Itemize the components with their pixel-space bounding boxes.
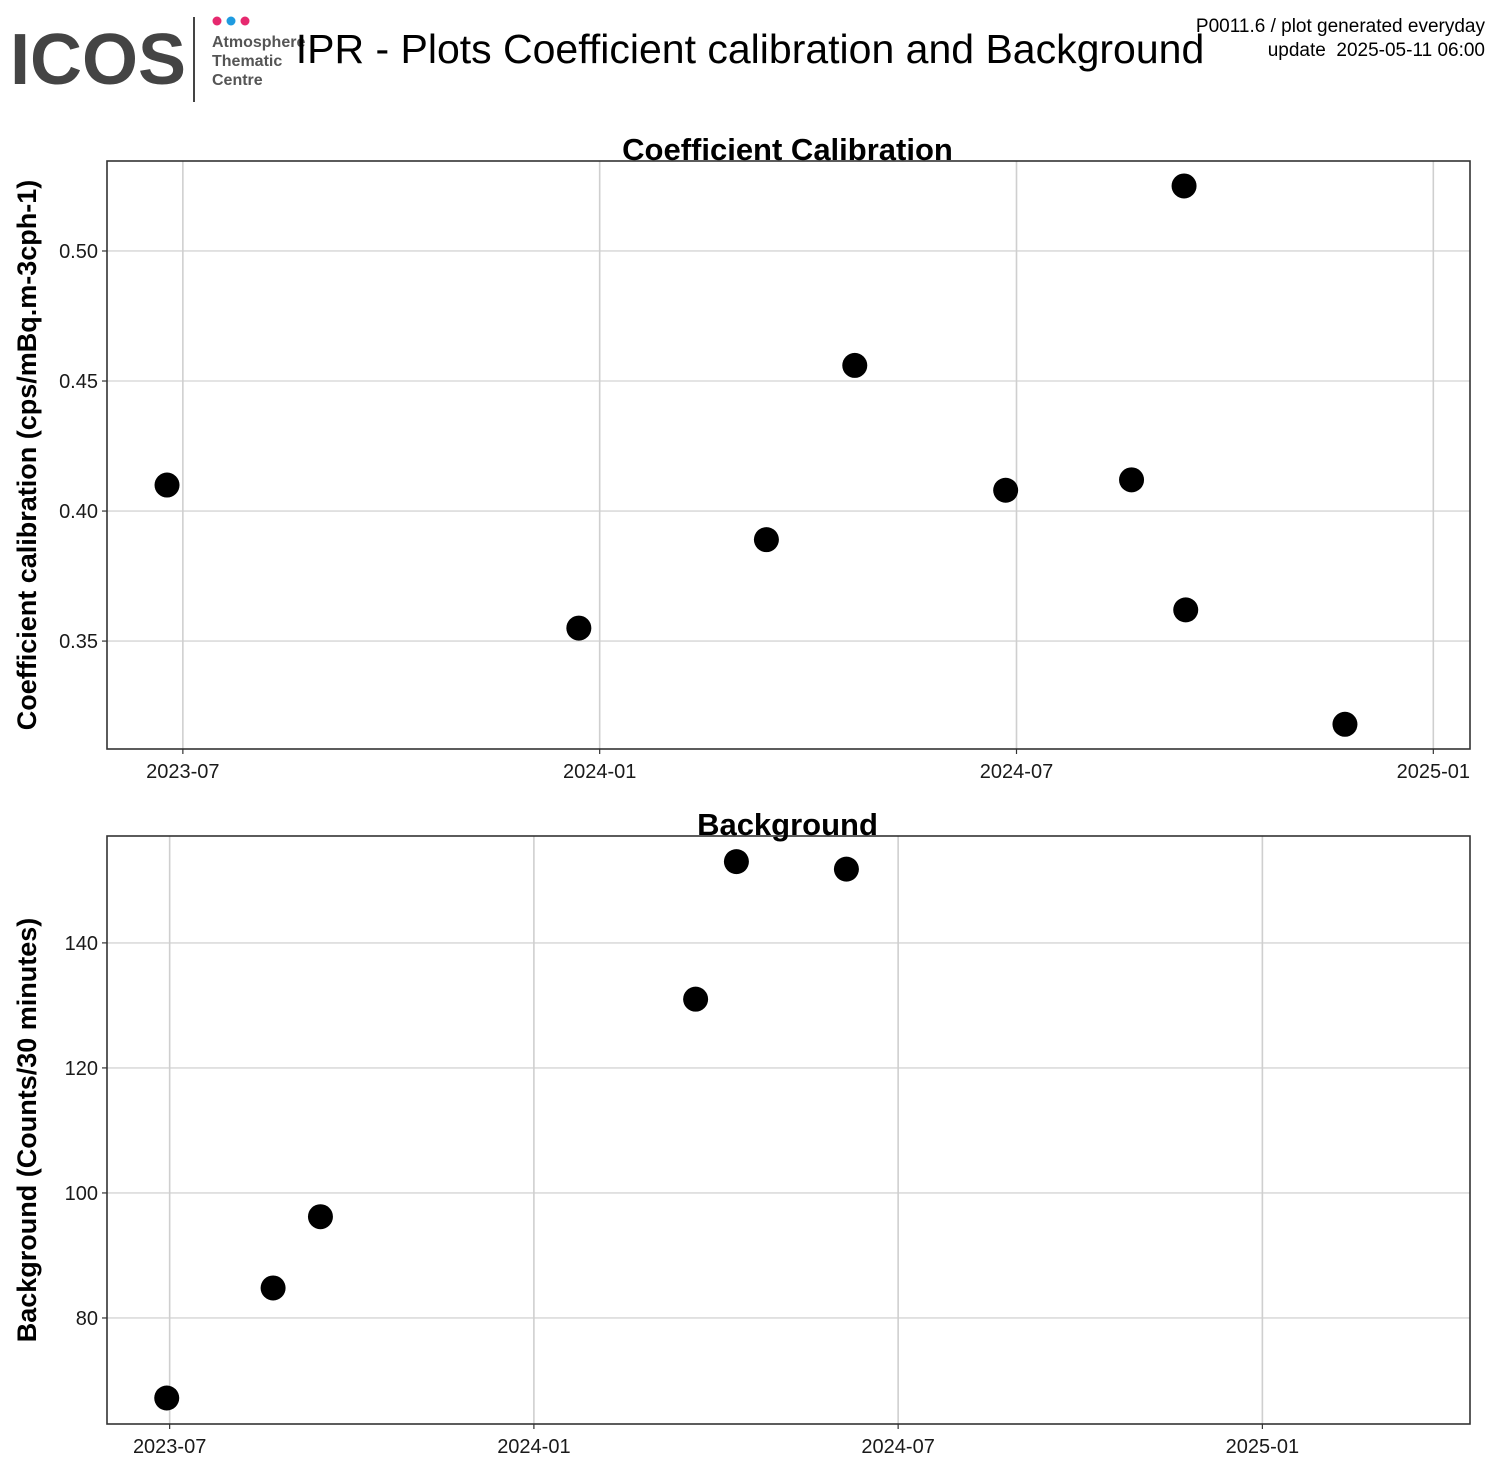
plot-background [107,161,1470,749]
y-tick-label: 0.50 [59,241,98,263]
y-tick-label: 0.45 [59,371,98,393]
y-tick-label: 120 [65,1058,98,1080]
x-tick-label: 2024-01 [497,1436,570,1458]
data-point [307,1204,333,1230]
x-tick-label: 2023-07 [146,761,219,783]
y-tick-label: 0.35 [59,631,98,653]
y-axis-title: Coefficient calibration (cps/mBq.m-3cph-… [12,180,42,731]
data-point [753,527,779,553]
logo-dot [226,16,236,26]
data-point [566,615,592,641]
chart-panel: 80 100 120 140 2023-07 2024-01 2024-07 2025-01 B… [12,807,1471,1458]
data-point [260,1275,286,1301]
info: update 2025-05-11 06:00 [1268,40,1485,61]
logo-subtitle: Atmosphere [212,34,305,51]
data-point [993,477,1019,503]
header: ICOS Atmosphere Thematic Centre IPR - Pl… [10,16,1485,102]
data-point [1332,711,1358,737]
logo-subtitle: Thematic [212,53,282,70]
data-point [154,1385,180,1411]
data-point [683,986,709,1012]
plot-background [107,836,1470,1424]
data-point [1173,597,1199,623]
x-tick-label: 2024-01 [563,761,636,783]
logo: ICOS [10,20,186,100]
logo-dot [212,16,222,26]
logo-subtitle: Centre [212,72,263,89]
x-tick-label: 2025-01 [1397,761,1470,783]
chart-panel: 0.35 0.40 0.45 0.50 2023-07 2024-01 2024-07 202… [12,132,1471,783]
y-tick-label: 100 [65,1183,98,1205]
y-tick-label: 140 [65,933,98,955]
data-point [842,352,868,378]
info: P0011.6 / plot generated everyday [1196,16,1486,37]
plot-frame [106,160,1471,750]
x-tick-label: 2024-07 [861,1436,934,1458]
y-tick-label: 0.40 [59,501,98,523]
panel-title: Coefficient Calibration [622,132,953,167]
data-point [833,856,859,882]
data-point [723,849,749,875]
x-tick-label: 2025-01 [1226,1436,1299,1458]
panel-title: Background [697,807,878,842]
data-point [154,472,180,498]
page-title: IPR - Plots Coefficient calibration and … [296,26,1205,72]
x-tick-label: 2024-07 [980,761,1053,783]
data-point [1171,173,1197,199]
y-axis-title: Background (Counts/30 minutes) [12,918,42,1343]
logo-dot [240,16,250,26]
data-point [1119,467,1145,493]
plot-frame [106,835,1471,1425]
y-tick-label: 80 [76,1308,98,1330]
x-tick-label: 2023-07 [133,1436,206,1458]
